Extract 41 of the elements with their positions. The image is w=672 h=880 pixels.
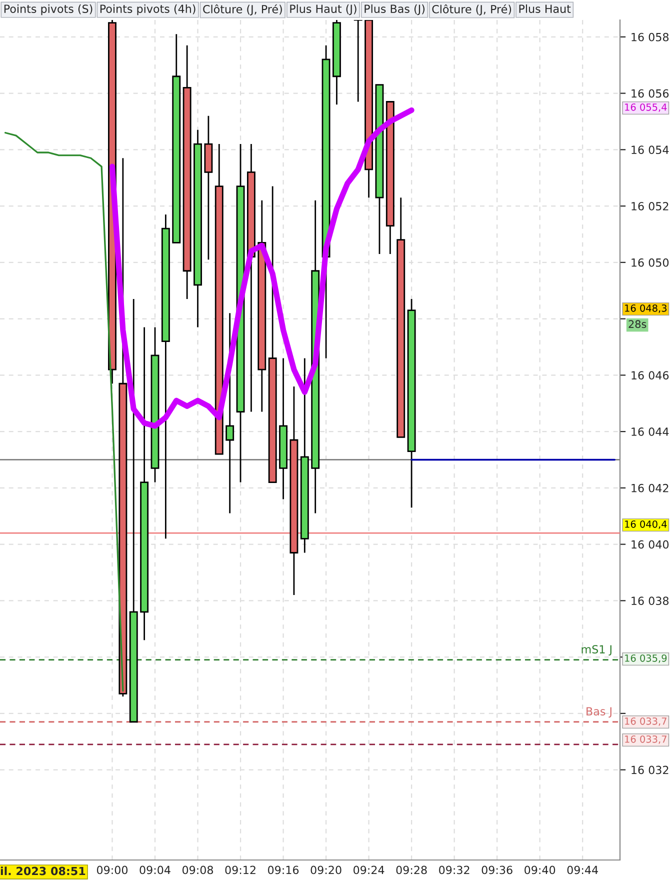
x-tick-label: 09:36 xyxy=(482,866,512,874)
x-tick-label: 09:24 xyxy=(354,866,384,874)
x-tick-label: 09:44 xyxy=(567,866,598,874)
text: 16 033,7 xyxy=(625,717,666,726)
text: Plus Haut xyxy=(519,4,571,13)
x-tick-label: 09:12 xyxy=(225,866,256,874)
ref-line-label: Bas J xyxy=(586,707,612,718)
x-tick-label: 09:40 xyxy=(524,866,556,874)
text: Points pivots (S) xyxy=(4,4,92,16)
y-tick-label: 16 032 xyxy=(632,766,668,774)
text: Points pivots (4h) xyxy=(100,4,196,16)
y-tick-label: 16 056 xyxy=(632,89,669,98)
y-tick-label: 16 058 xyxy=(632,32,669,42)
y-tick-label: 16 042 xyxy=(632,484,668,492)
y-tick-label: 16 044 xyxy=(632,428,669,436)
text: 16 033,7 xyxy=(625,735,666,744)
text: Plus Bas (J) xyxy=(364,4,425,16)
x-tick-label: 09:16 xyxy=(268,866,299,874)
text: 16 040,4 xyxy=(625,520,667,529)
y-tick-label: 16 054 xyxy=(632,146,669,154)
text: il. 2023 08:51 xyxy=(0,866,86,876)
text: Clôture (J, Pré) xyxy=(203,4,282,16)
x-tick-label: 09:28 xyxy=(396,866,427,874)
ref-line-label: mS1 J xyxy=(582,645,612,656)
x-tick-label: 09:20 xyxy=(310,866,342,874)
x-tick-label: 09:00 xyxy=(96,866,128,874)
x-tick-label: 09:32 xyxy=(439,866,470,874)
text: 16 055,4 xyxy=(625,103,667,112)
y-tick-label: 16 038 xyxy=(632,596,669,606)
text: Clôture (J, Pré) xyxy=(432,4,512,16)
x-tick-label: 09:08 xyxy=(182,866,214,874)
text: 16 048,3 xyxy=(625,304,667,313)
text: Plus Haut (J) xyxy=(290,4,356,16)
text: 16 035,9 xyxy=(625,654,667,663)
text: 28s xyxy=(628,320,646,328)
y-tick-label: 16 052 xyxy=(632,202,668,210)
y-tick-label: 16 040 xyxy=(632,540,669,549)
y-tick-label: 16 050 xyxy=(632,258,669,267)
x-tick-label: 09:04 xyxy=(140,866,170,874)
line-series xyxy=(4,132,124,692)
y-tick-label: 16 046 xyxy=(632,371,669,380)
